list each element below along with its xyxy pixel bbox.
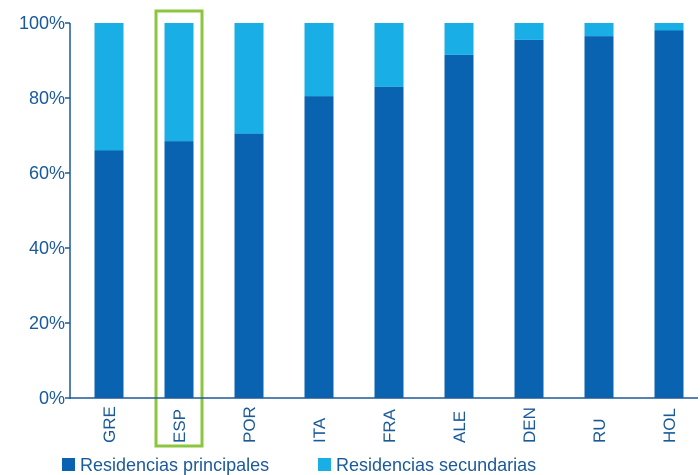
bar-den-principales — [514, 39, 544, 398]
bar-gre-secundarias — [94, 23, 124, 151]
bar-den-secundarias — [514, 23, 544, 40]
bar-por-secundarias — [234, 23, 264, 134]
y-tick-label: 100% — [19, 13, 65, 33]
bar-ru-secundarias — [584, 23, 614, 37]
bar-ita-secundarias — [304, 23, 334, 97]
x-tick-label-ale: ALE — [450, 411, 469, 443]
y-tick-label: 40% — [29, 238, 65, 258]
legend-label-residencias-secundarias: Residencias secundarias — [336, 455, 536, 475]
y-tick-label: 60% — [29, 163, 65, 183]
x-tick-label-gre: GRE — [100, 406, 119, 443]
bar-ale-secundarias — [444, 23, 474, 55]
bar-por-principales — [234, 133, 264, 398]
x-axis: GRE ESP POR ITA FRA ALE DEN RU HOL — [70, 397, 698, 443]
bar-ru-principales — [584, 36, 614, 398]
x-tick-label-esp: ESP — [170, 409, 189, 443]
x-tick-label-ita: ITA — [310, 417, 329, 443]
bar-ale-principales — [444, 54, 474, 398]
bar-hol-secundarias — [654, 23, 684, 31]
legend-swatch-residencias-principales — [62, 458, 75, 471]
bar-ita-principales — [304, 96, 334, 398]
bar-fra-principales — [374, 86, 404, 398]
y-tick-label: 80% — [29, 88, 65, 108]
x-tick-label-hol: HOL — [660, 408, 679, 443]
y-tick-label: 20% — [29, 313, 65, 333]
bar-gre-principales — [94, 150, 124, 398]
bar-esp-secundarias — [164, 23, 194, 142]
bar-hol-principales — [654, 30, 684, 398]
bar-esp-principales — [164, 141, 194, 398]
legend-swatch-residencias-secundarias — [318, 458, 331, 471]
legend: Residencias principales Residencias secu… — [62, 455, 536, 475]
x-tick-label-por: POR — [240, 406, 259, 443]
x-tick-label-ru: RU — [590, 418, 609, 443]
y-axis: 0% 20% 40% 60% 80% 100% — [19, 13, 71, 408]
legend-label-residencias-principales: Residencias principales — [80, 455, 269, 475]
plot-area — [94, 9, 684, 448]
highlight-box-esp — [154, 9, 204, 448]
x-tick-label-den: DEN — [520, 407, 539, 443]
y-tick-label: 0% — [39, 388, 65, 408]
x-tick-label-fra: FRA — [380, 408, 399, 443]
bar-fra-secundarias — [374, 23, 404, 87]
